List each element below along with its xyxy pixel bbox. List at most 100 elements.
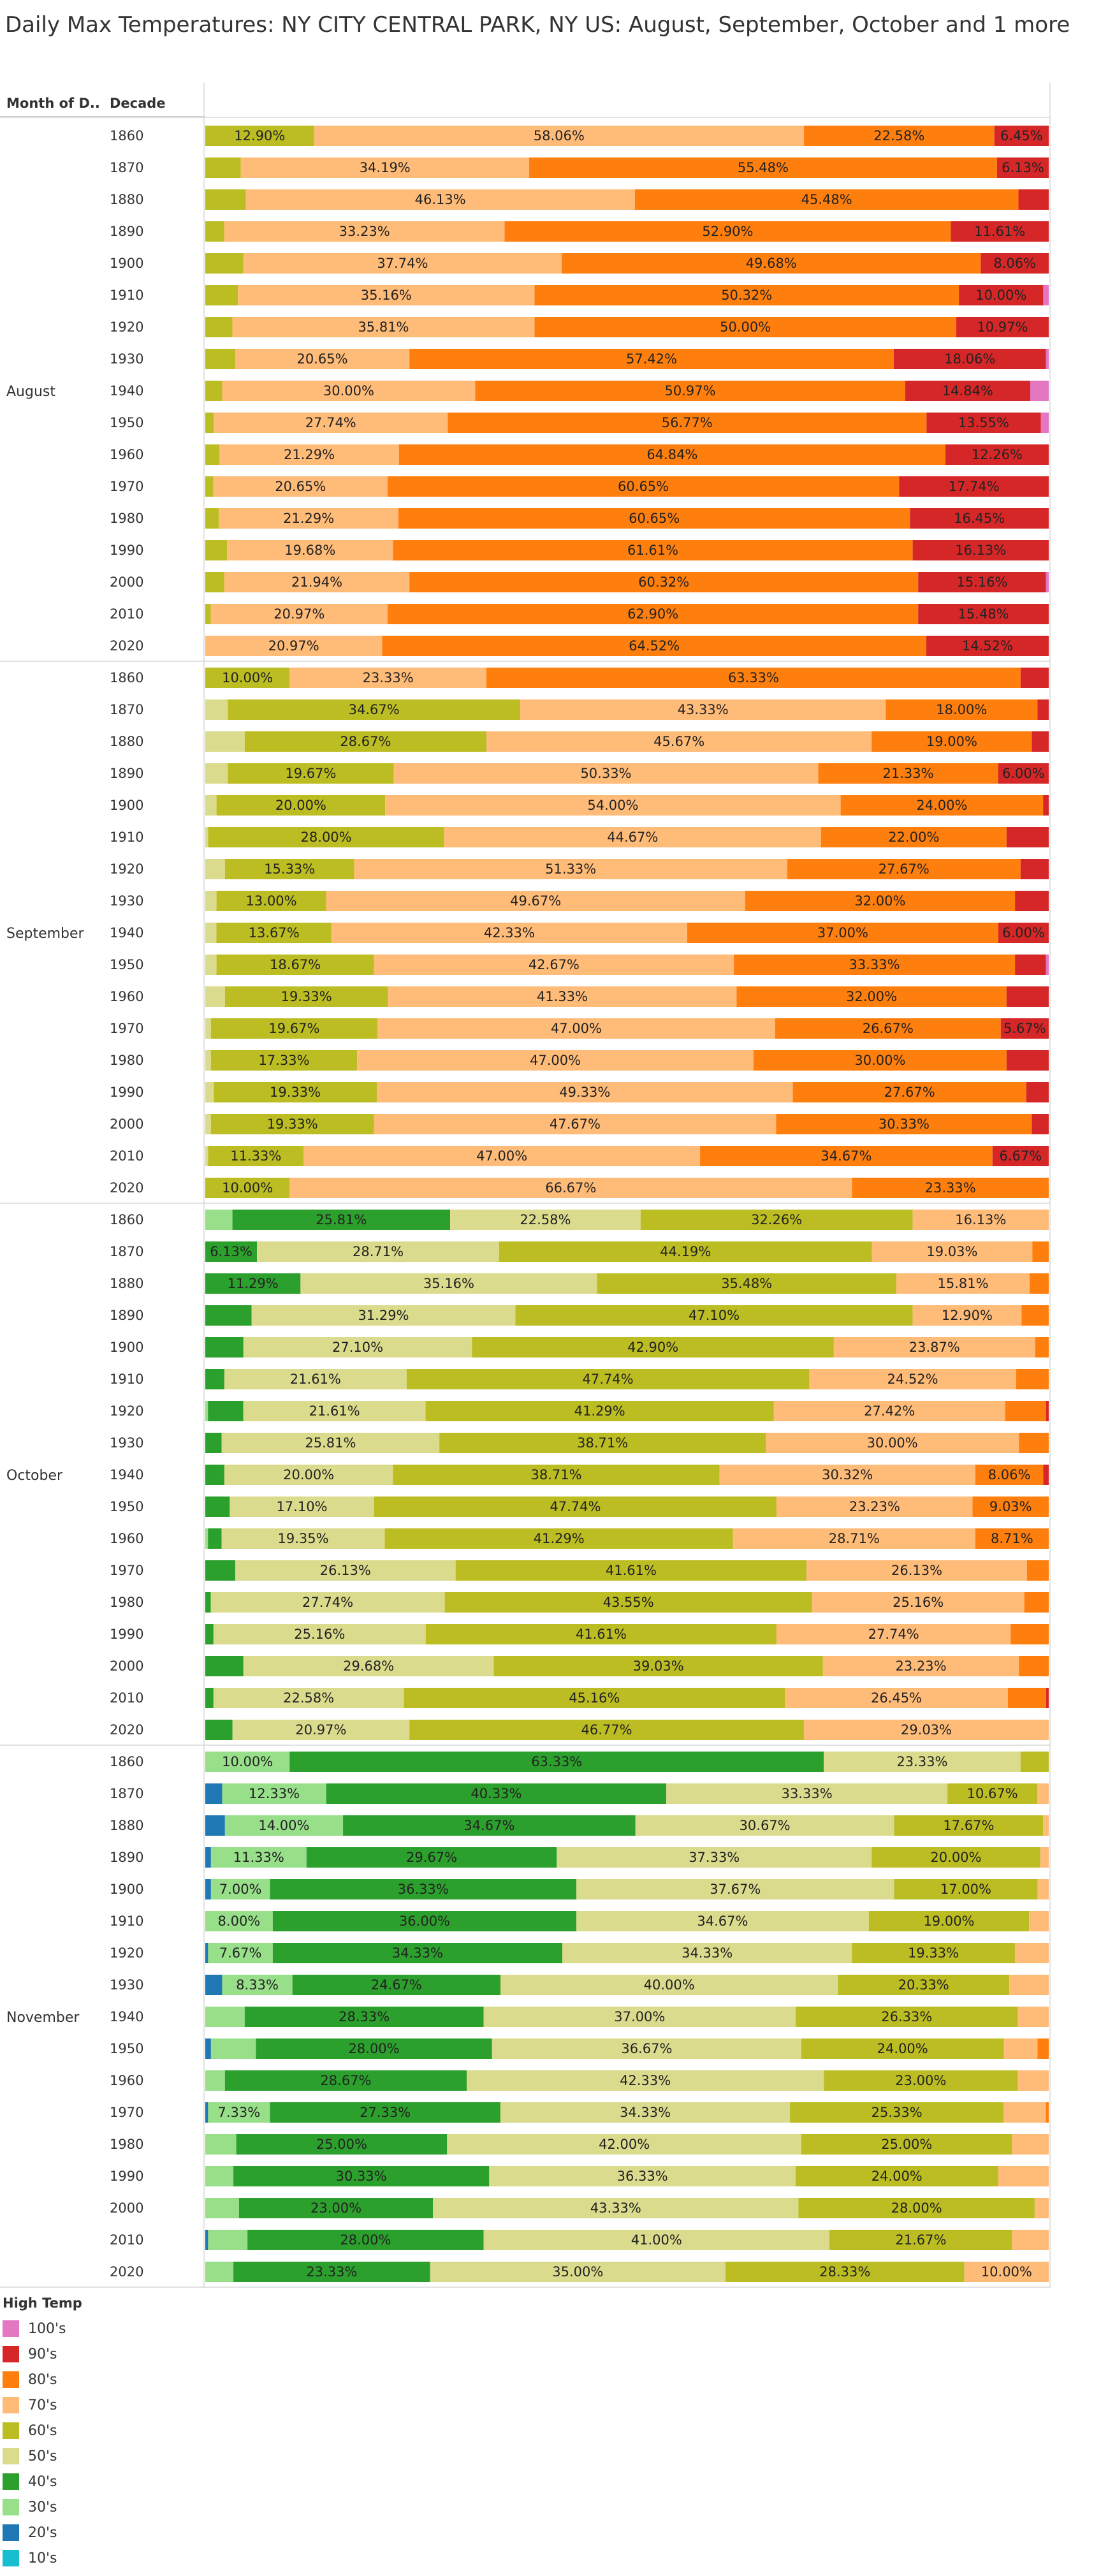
- bar-segment: [224, 572, 410, 592]
- bar-segment: [1019, 1433, 1049, 1453]
- bar-segment: [387, 476, 900, 497]
- data-label: 28.00%: [301, 830, 352, 845]
- bar-segment: [500, 1975, 838, 1995]
- decade-label: 1910: [110, 1914, 143, 1929]
- decade-label: 1930: [110, 1977, 143, 1993]
- bar-segment: [224, 1465, 393, 1485]
- data-label: 37.67%: [710, 1882, 761, 1897]
- bar-segment: [205, 413, 214, 433]
- data-label: 41.29%: [574, 1403, 625, 1419]
- bar-segment: [959, 285, 1044, 305]
- bar-segment: [1012, 2134, 1049, 2155]
- bar-segment: [233, 2166, 490, 2186]
- data-label: 41.29%: [534, 1531, 585, 1546]
- decade-label: 1870: [110, 1786, 143, 1801]
- data-label: 47.74%: [583, 1372, 634, 1387]
- data-label: 30.33%: [879, 1116, 930, 1132]
- bar-segment: [964, 2262, 1049, 2282]
- decade-label: 1900: [110, 256, 143, 271]
- bar-segment: [331, 923, 687, 943]
- data-label: 32.26%: [751, 1212, 802, 1227]
- bar-segment: [893, 349, 1046, 369]
- bar-segment: [1006, 827, 1049, 847]
- legend-items: 100's 90's 80's 70's 60's 50's 40's 30's 20's 10'…: [3, 2316, 82, 2571]
- bar-segment: [852, 1178, 1049, 1198]
- data-label: 41.33%: [537, 989, 588, 1004]
- bar-segment: [326, 891, 745, 911]
- bar-segment: [634, 189, 1019, 210]
- legend-item[interactable]: 90's: [3, 2341, 82, 2367]
- decade-label: 1940: [110, 925, 143, 940]
- data-label: 35.16%: [361, 288, 412, 303]
- bar-segment: [1046, 1688, 1049, 1708]
- data-label: 35.00%: [552, 2264, 603, 2280]
- bar-segment: [374, 1497, 777, 1517]
- data-label: 36.33%: [617, 2169, 668, 2184]
- decade-label: 2000: [110, 2200, 143, 2216]
- bar-segment: [205, 1401, 208, 1421]
- bar-segment: [433, 2198, 799, 2218]
- data-label: 22.58%: [283, 1690, 334, 1706]
- data-label: 20.97%: [295, 1722, 346, 1738]
- bar-segment: [1040, 1847, 1049, 1868]
- month-column-header[interactable]: Month of D..: [6, 96, 100, 111]
- decade-label: 1860: [110, 128, 143, 143]
- bar-segment: [1043, 795, 1049, 816]
- bar-segment: [210, 1592, 445, 1613]
- legend-swatch: [3, 2473, 19, 2490]
- bar-segment: [1020, 1752, 1049, 1772]
- bar-segment: [972, 1497, 1049, 1517]
- data-label: 14.84%: [942, 383, 993, 399]
- bar-segment: [576, 1879, 894, 1899]
- bar-segment: [205, 349, 235, 369]
- legend-item[interactable]: 50's: [3, 2443, 82, 2469]
- data-label: 18.00%: [936, 702, 987, 717]
- bar-segment: [998, 2166, 1049, 2186]
- legend-item[interactable]: 70's: [3, 2392, 82, 2418]
- decade-label: 2020: [110, 2264, 143, 2280]
- decade-column-header[interactable]: Decade: [110, 96, 166, 111]
- data-label: 17.67%: [943, 1818, 994, 1833]
- bar-segment: [210, 604, 388, 624]
- legend-item[interactable]: 30's: [3, 2494, 82, 2520]
- bar-segment: [640, 1210, 913, 1230]
- bar-segment: [444, 1592, 812, 1613]
- data-label: 54.00%: [587, 798, 638, 813]
- data-label: 12.90%: [942, 1308, 993, 1323]
- bar-segment: [562, 253, 981, 274]
- bar-segment: [210, 1847, 307, 1868]
- bar-segment: [483, 2230, 830, 2250]
- decade-label: 2010: [110, 1690, 143, 1706]
- bar-segment: [918, 604, 1049, 624]
- bar-segment: [745, 891, 1016, 911]
- data-label: 20.00%: [275, 798, 326, 813]
- bar-segment: [1026, 1560, 1049, 1581]
- bar-segment: [205, 1656, 244, 1676]
- bar-segment: [1006, 986, 1049, 1007]
- decade-label: 1960: [110, 989, 143, 1004]
- bar-segment: [208, 1401, 244, 1421]
- data-label: 27.74%: [302, 1595, 353, 1610]
- bar-segment: [926, 636, 1049, 656]
- bar-segment: [205, 2134, 237, 2155]
- legend-item[interactable]: 40's: [3, 2469, 82, 2494]
- bar-segment: [1019, 1656, 1049, 1676]
- bar-segment: [205, 2038, 211, 2059]
- data-label: 47.10%: [689, 1308, 740, 1323]
- bar-segment: [205, 795, 217, 816]
- legend-item[interactable]: 60's: [3, 2418, 82, 2443]
- data-label: 24.52%: [887, 1372, 938, 1387]
- legend-item[interactable]: 100's: [3, 2316, 82, 2341]
- data-label: 17.10%: [276, 1499, 327, 1514]
- decade-label: 1880: [110, 192, 143, 207]
- data-label: 20.33%: [898, 1977, 949, 1993]
- legend-item[interactable]: 10's: [3, 2545, 82, 2571]
- legend-item[interactable]: 20's: [3, 2520, 82, 2545]
- bar-segment: [216, 795, 386, 816]
- bar-segment: [1040, 413, 1049, 433]
- decade-label: 1880: [110, 1818, 143, 1833]
- data-label: 47.00%: [530, 1053, 581, 1068]
- bar-segment: [425, 1624, 777, 1644]
- legend-item[interactable]: 80's: [3, 2367, 82, 2392]
- legend-swatch: [3, 2346, 19, 2362]
